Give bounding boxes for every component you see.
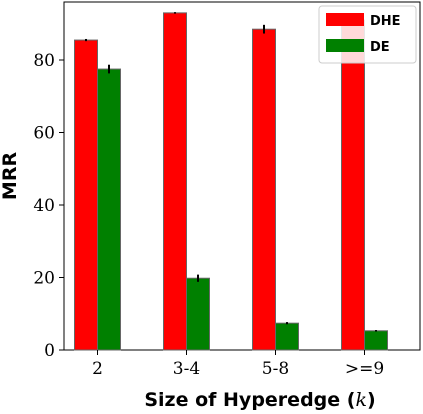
x-axis-title-close: ) [367,389,376,411]
y-tick-label-1: 20 [33,269,55,289]
x-axis-ticks: 2 3-4 5-8 >=9 [92,350,384,379]
bar-dhe-3 [341,19,365,351]
legend-swatch-de [326,39,364,52]
bar-de-1 [186,277,210,351]
legend: DHE DE [318,5,417,64]
bar-de-2 [275,322,299,351]
y-axis-ticks: 0 20 40 60 80 [33,51,64,361]
x-axis-title: Size of Hyperedge (k) [144,389,375,411]
bar-dhe-2 [252,28,276,351]
bar-dhe-1 [163,12,187,351]
y-tick-label-3: 60 [33,124,55,144]
x-tick-label-0: 2 [92,359,103,379]
x-tick-label-3: >=9 [345,359,384,379]
y-axis-title: MRR [0,152,21,201]
y-tick-label-2: 40 [33,196,55,216]
bar-de-3 [364,330,388,351]
bar-de-0 [97,68,121,351]
bar-dhe-0 [74,39,98,351]
x-tick-label-2: 5-8 [262,359,289,379]
x-axis-title-var: k [355,389,367,411]
y-tick-label-0: 0 [44,341,55,361]
legend-label-dhe: DHE [370,14,401,29]
y-tick-label-4: 80 [33,51,55,71]
x-tick-label-1: 3-4 [173,359,200,379]
legend-label-de: DE [370,40,390,55]
legend-swatch-dhe [326,13,364,26]
bars-group [74,12,388,351]
x-axis-title-main: Size of Hyperedge ( [144,389,355,411]
